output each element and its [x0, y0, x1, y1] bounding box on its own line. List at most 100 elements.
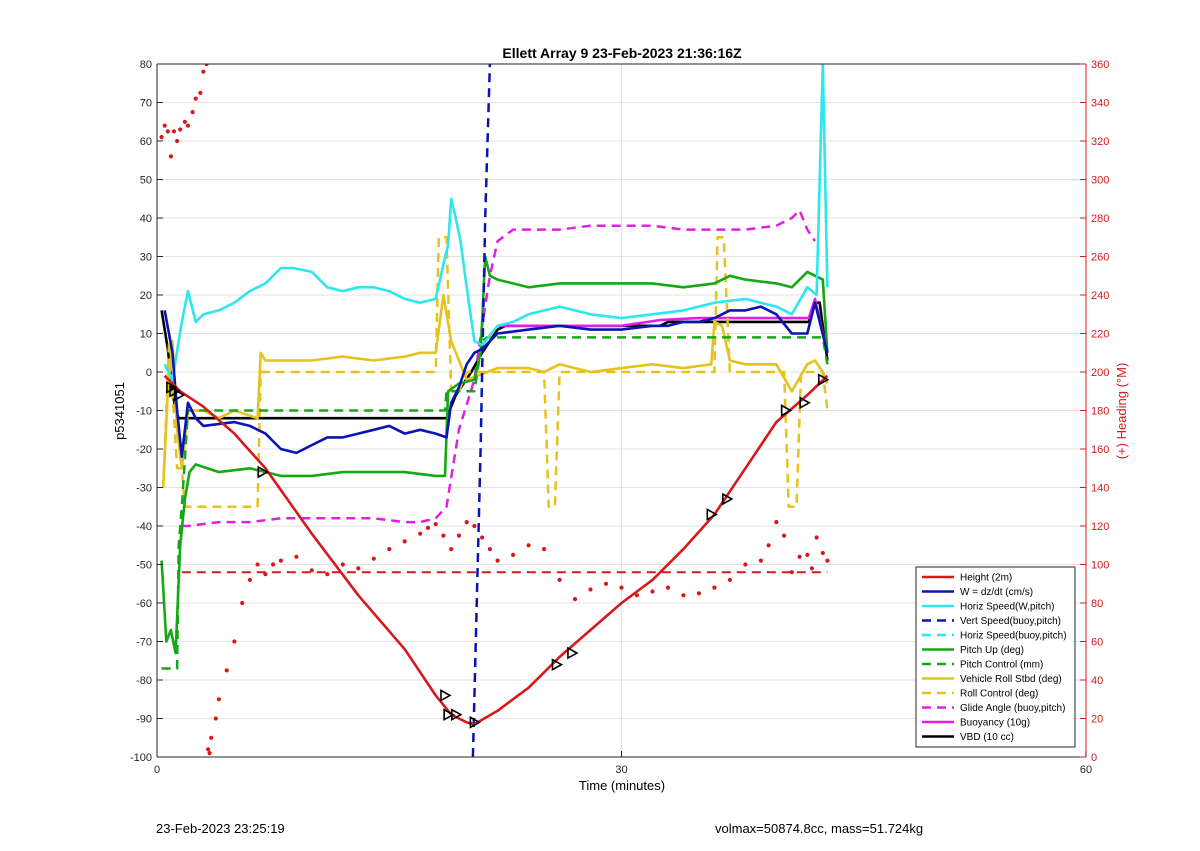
heading-point — [371, 556, 376, 561]
height-marker — [567, 646, 579, 660]
x-tick-label: 0 — [154, 764, 160, 776]
series-line-1 — [163, 301, 829, 458]
height-marker — [173, 388, 186, 402]
heading-point — [216, 697, 221, 702]
heading-point — [805, 552, 810, 558]
heading-point — [207, 751, 212, 756]
heading-point — [727, 577, 733, 583]
height-marker — [257, 465, 269, 479]
heading-point — [650, 589, 655, 594]
x-tick-label: 60 — [1080, 764, 1092, 776]
heading-point — [425, 525, 431, 531]
y-tick-label: 0 — [146, 367, 152, 379]
series-line-3 — [471, 64, 492, 757]
heading-point — [782, 533, 787, 538]
y2-tick-label: 40 — [1091, 675, 1103, 687]
heading-point — [224, 668, 229, 673]
y2-tick-label: 200 — [1091, 367, 1109, 379]
heading-point — [526, 543, 531, 548]
y-tick-label: 10 — [140, 329, 152, 341]
heading-point — [542, 547, 547, 552]
y2-tick-label: 20 — [1091, 714, 1103, 726]
heading-point — [213, 716, 218, 721]
y2-tick-label: 80 — [1091, 598, 1103, 610]
heading-point — [758, 558, 764, 563]
legend-label-8: Roll Control (deg) — [960, 689, 1038, 700]
height-marker — [780, 404, 793, 417]
heading-point — [271, 562, 276, 567]
heading-point — [263, 572, 268, 577]
heading-point — [325, 572, 330, 577]
y-tick-label: 80 — [140, 59, 152, 71]
chart-title: Ellett Array 9 23-Feb-2023 21:36:16Z — [502, 45, 742, 61]
legend-label-6: Pitch Control (mm) — [960, 660, 1043, 671]
y-tick-label: -70 — [136, 637, 152, 649]
heading-point — [480, 535, 485, 540]
y2-tick-label: 320 — [1091, 136, 1109, 148]
legend-label-9: Glide Angle (buoy,pitch) — [960, 703, 1065, 714]
y2-tick-label: 160 — [1091, 444, 1109, 456]
heading-point — [182, 119, 187, 124]
height-marker — [166, 381, 178, 394]
series-line-5 — [160, 255, 829, 655]
y2-tick-label: 180 — [1091, 406, 1109, 418]
heading-point — [402, 539, 407, 544]
heading-point — [665, 585, 671, 590]
height-marker — [817, 373, 830, 387]
y2-tick-label: 100 — [1091, 560, 1109, 572]
legend-label-3: Vert Speed(buoy,pitch) — [960, 616, 1061, 627]
y-tick-label: 30 — [140, 252, 152, 264]
heading-point — [797, 554, 802, 559]
heading-point — [209, 735, 214, 740]
right-y-axis-label: (+) Heading (°M) — [1114, 363, 1129, 460]
y2-tick-label: 300 — [1091, 175, 1109, 187]
y-tick-label: -100 — [130, 752, 152, 764]
heading-point — [168, 154, 173, 159]
heading-point — [193, 96, 198, 101]
y2-tick-label: 0 — [1091, 752, 1097, 764]
height-marker — [443, 708, 455, 722]
height-marker — [721, 492, 734, 506]
heading-point — [495, 558, 500, 563]
series-line-2 — [163, 64, 829, 381]
y-tick-label: -10 — [136, 406, 152, 418]
series-line-0 — [163, 374, 829, 726]
heading-point — [681, 593, 686, 598]
heading-point — [294, 554, 299, 559]
heading-point — [809, 566, 815, 571]
y-tick-label: -80 — [136, 675, 152, 687]
y-tick-label: -30 — [136, 483, 152, 495]
heading-point — [356, 566, 361, 571]
heading-point — [619, 585, 624, 590]
heading-point — [309, 568, 314, 573]
y-tick-label: -20 — [136, 444, 152, 456]
legend-label-5: Pitch Up (deg) — [960, 645, 1024, 656]
heading-point — [387, 547, 392, 552]
legend-label-10: Buoyancy (10g) — [960, 718, 1030, 729]
y-tick-label: -50 — [136, 560, 152, 572]
heading-point — [789, 570, 794, 575]
y-tick-label: -60 — [136, 598, 152, 610]
height-marker — [799, 396, 811, 410]
heading-point — [240, 600, 245, 606]
heading-point — [472, 523, 477, 529]
y-tick-label: -90 — [136, 714, 152, 726]
heading-point — [825, 558, 830, 563]
y2-tick-label: 220 — [1091, 329, 1109, 341]
heading-point — [247, 577, 252, 583]
heading-point — [206, 747, 211, 752]
heading-point — [487, 547, 492, 552]
heading-point — [712, 585, 717, 590]
axes: -100-90-80-70-60-50-40-30-20-10010203040… — [130, 59, 1109, 776]
x-tick-label: 30 — [615, 764, 627, 776]
y-tick-label: 40 — [140, 213, 152, 225]
y-axis-label: p5341051 — [112, 382, 127, 440]
footer-timestamp: 23-Feb-2023 23:25:19 — [156, 821, 285, 836]
heading-point — [814, 535, 819, 540]
heading-point — [603, 581, 609, 586]
heading-point — [175, 138, 180, 144]
heading-point — [159, 135, 164, 140]
heading-point — [418, 531, 423, 536]
series-line-6 — [161, 336, 829, 670]
